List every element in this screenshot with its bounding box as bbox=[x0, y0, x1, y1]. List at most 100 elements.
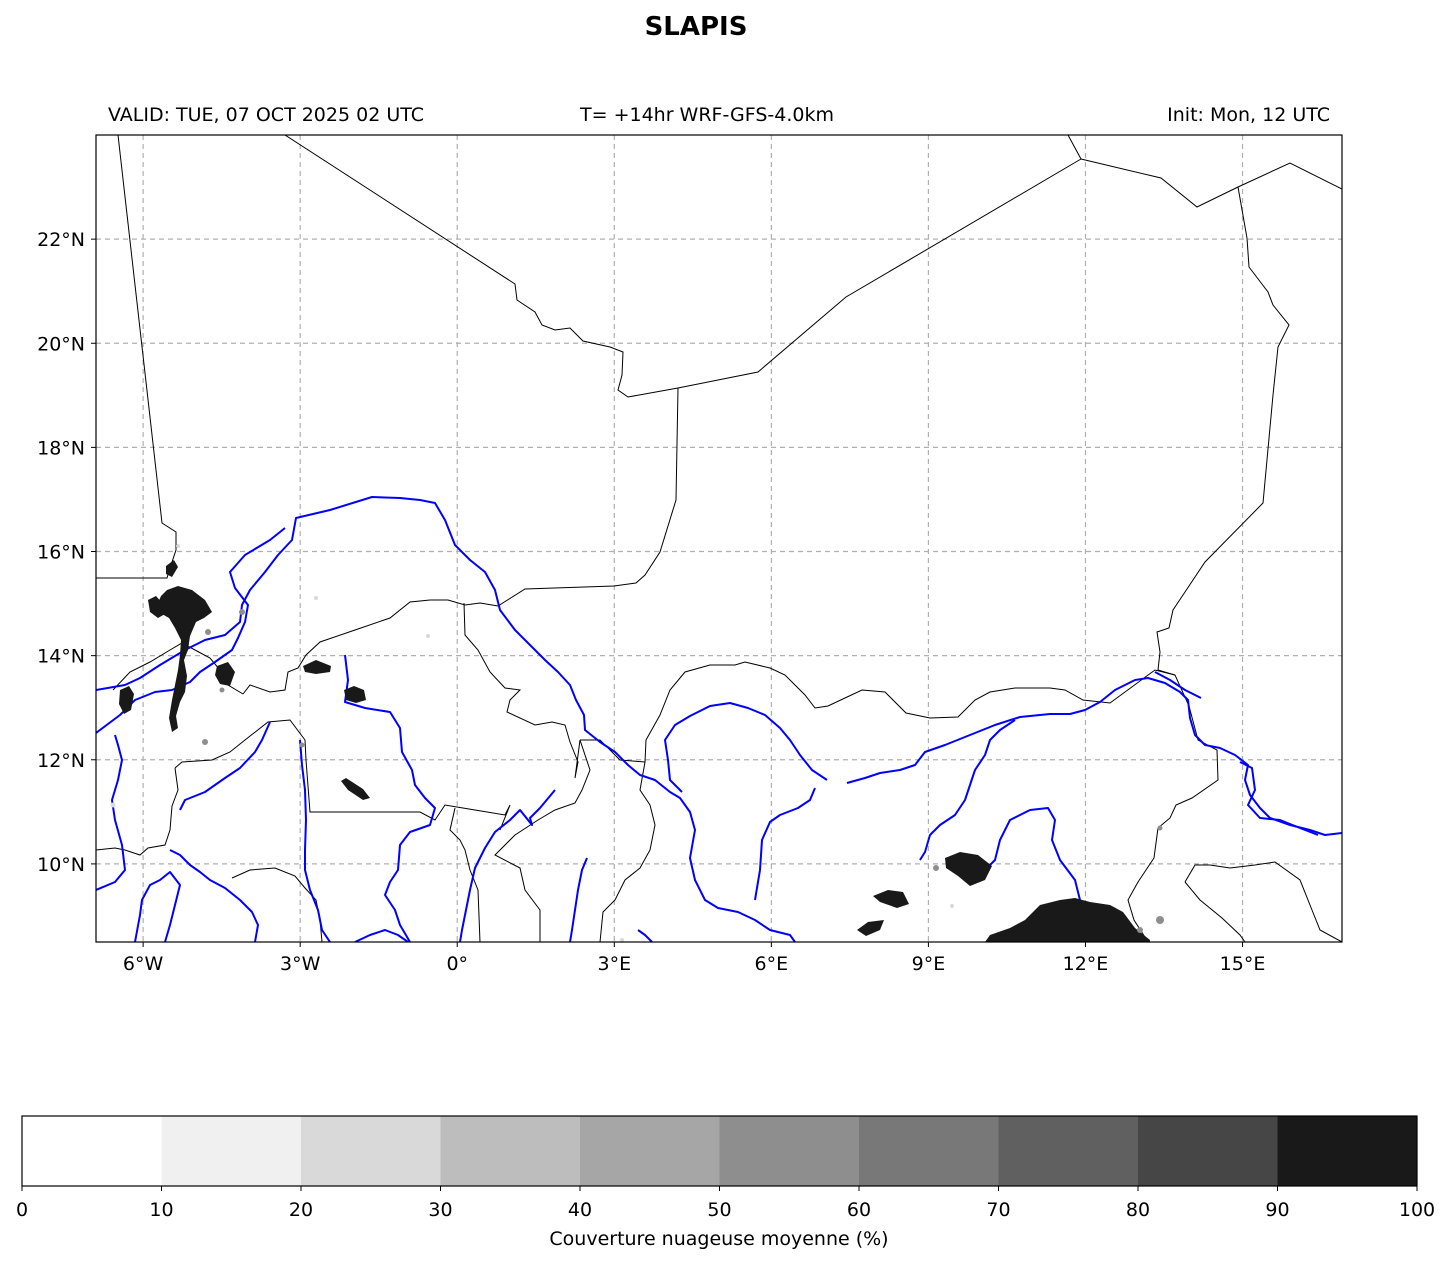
longitude-tick-label: 3°W bbox=[280, 953, 321, 975]
cloud-patch bbox=[344, 686, 366, 703]
mono-river bbox=[569, 857, 588, 942]
cloud-patch bbox=[176, 544, 180, 548]
cloud-patch bbox=[1156, 916, 1164, 924]
colorbar-swatch bbox=[440, 1116, 581, 1186]
latitude-tick-label: 20°N bbox=[37, 333, 85, 355]
burkina-niger-border bbox=[463, 602, 581, 779]
longitude-axis: 6°W 3°W 0° 3°E 6°E 9°E 12°E 15°E bbox=[123, 942, 1265, 975]
cloud-patch bbox=[303, 660, 331, 674]
cloud-patch bbox=[314, 596, 318, 600]
cloud-patch bbox=[341, 778, 370, 800]
bandama-river bbox=[179, 721, 271, 811]
cameroon-nigeria-border bbox=[1184, 881, 1246, 942]
colorbar: 0 10 20 30 40 50 60 70 80 90 100 Couverture nuageu… bbox=[16, 1115, 1435, 1250]
cloud-patch bbox=[157, 586, 212, 732]
colorbar-swatch bbox=[301, 1116, 441, 1186]
benue-loop bbox=[974, 807, 1081, 901]
colorbar-tick-label: 100 bbox=[1399, 1199, 1435, 1221]
cloud-patch bbox=[857, 920, 884, 936]
colorbar-tick-label: 80 bbox=[1126, 1199, 1150, 1221]
colorbar-tick-label: 70 bbox=[986, 1199, 1010, 1221]
colorbar-swatch bbox=[859, 1116, 999, 1186]
longitude-tick-label: 6°E bbox=[755, 953, 789, 975]
oti-river bbox=[637, 929, 653, 942]
colorbar-tick-label: 0 bbox=[16, 1199, 28, 1221]
kaduna-river bbox=[664, 702, 828, 793]
colorbar-label: Couverture nuageuse moyenne (%) bbox=[549, 1228, 888, 1250]
cloud-patch bbox=[299, 742, 305, 748]
init-time-label: Init: Mon, 12 UTC bbox=[1167, 104, 1330, 126]
cloud-patch bbox=[933, 865, 939, 871]
latitude-axis: 22°N 20°N 18°N 16°N 14°N 12°N 10°N bbox=[37, 229, 96, 876]
cloud-patch bbox=[166, 560, 178, 577]
niger-mali-border bbox=[242, 387, 679, 695]
cloud-cover-field bbox=[110, 544, 1164, 942]
colorbar-swatch bbox=[998, 1116, 1139, 1186]
sassandra-river bbox=[96, 734, 126, 891]
colorbar-swatch bbox=[580, 1116, 720, 1186]
rivers bbox=[96, 496, 1342, 942]
lake-chad-river bbox=[1239, 761, 1319, 836]
longitude-tick-label: 3°E bbox=[597, 953, 631, 975]
longitude-tick-label: 0° bbox=[446, 953, 468, 975]
cloud-patch bbox=[148, 596, 165, 618]
comoe-river bbox=[299, 739, 331, 942]
benin-nigeria-border bbox=[599, 761, 656, 942]
burkina-ghana-border bbox=[174, 719, 511, 831]
latitude-tick-label: 16°N bbox=[37, 542, 85, 564]
cloud-patch bbox=[219, 687, 225, 693]
longitude-tick-label: 6°W bbox=[123, 953, 164, 975]
colorbar-swatch bbox=[1277, 1116, 1418, 1186]
latitude-tick-label: 18°N bbox=[37, 437, 85, 459]
latitude-tick-label: 14°N bbox=[37, 646, 85, 668]
cloud-patch bbox=[1137, 927, 1143, 933]
cloud-patch bbox=[119, 686, 134, 714]
colorbar-swatch bbox=[719, 1116, 860, 1186]
cloud-patch bbox=[985, 898, 1150, 942]
longitude-tick-label: 9°E bbox=[912, 953, 946, 975]
map-title: SLAPIS bbox=[644, 12, 748, 42]
cloud-patch bbox=[873, 890, 909, 908]
cameroon-border bbox=[1184, 861, 1342, 942]
ivory-river-3 bbox=[169, 849, 259, 942]
cloud-patch bbox=[950, 904, 954, 908]
colorbar-swatch bbox=[22, 1116, 162, 1186]
colorbar-swatch bbox=[161, 1116, 302, 1186]
cloud-patch bbox=[426, 634, 430, 638]
mauritania-mali-border bbox=[96, 135, 177, 579]
volta-river-white bbox=[459, 789, 556, 942]
niger-chad-border bbox=[1127, 186, 1290, 942]
latitude-tick-label: 22°N bbox=[37, 229, 85, 251]
colorbar-swatch bbox=[1138, 1116, 1278, 1186]
latitude-tick-label: 10°N bbox=[37, 854, 85, 876]
valid-time-label: VALID: TUE, 07 OCT 2025 02 UTC bbox=[108, 104, 424, 126]
sokoto-tributary bbox=[754, 787, 816, 901]
togo-border bbox=[449, 807, 481, 942]
algeria-libya-border bbox=[1080, 158, 1342, 208]
map-panel: 6°W 3°W 0° 3°E 6°E 9°E 12°E 15°E 22°N 20°N 18°N 16… bbox=[37, 134, 1343, 975]
cloud-patch bbox=[620, 938, 624, 942]
volta-river-black bbox=[344, 654, 436, 942]
ghana-coastal-river bbox=[354, 929, 409, 942]
cloud-patch bbox=[239, 609, 245, 615]
longitude-tick-label: 12°E bbox=[1063, 953, 1109, 975]
niger-nigeria-border bbox=[580, 661, 1176, 763]
niger-river-inland-branch bbox=[96, 527, 286, 734]
benin-border bbox=[494, 739, 591, 942]
colorbar-tick-label: 20 bbox=[289, 1199, 313, 1221]
longitude-tick-label: 15°E bbox=[1220, 953, 1266, 975]
cloud-patch bbox=[205, 629, 211, 635]
benue-river bbox=[846, 677, 1342, 836]
colorbar-tick-label: 30 bbox=[428, 1199, 452, 1221]
cloud-patch bbox=[202, 739, 208, 745]
map-frame bbox=[95, 134, 1343, 943]
algeria-mali-border bbox=[284, 135, 1082, 398]
benue-tributary-east bbox=[1154, 671, 1202, 699]
gongola-river bbox=[919, 719, 1016, 861]
ivory-coast-border bbox=[96, 767, 179, 856]
colorbar-tick-label: 40 bbox=[568, 1199, 592, 1221]
cloud-patch bbox=[945, 852, 992, 886]
cloud-patch bbox=[110, 802, 116, 808]
model-run-label: T= +14hr WRF-GFS-4.0km bbox=[580, 104, 834, 126]
